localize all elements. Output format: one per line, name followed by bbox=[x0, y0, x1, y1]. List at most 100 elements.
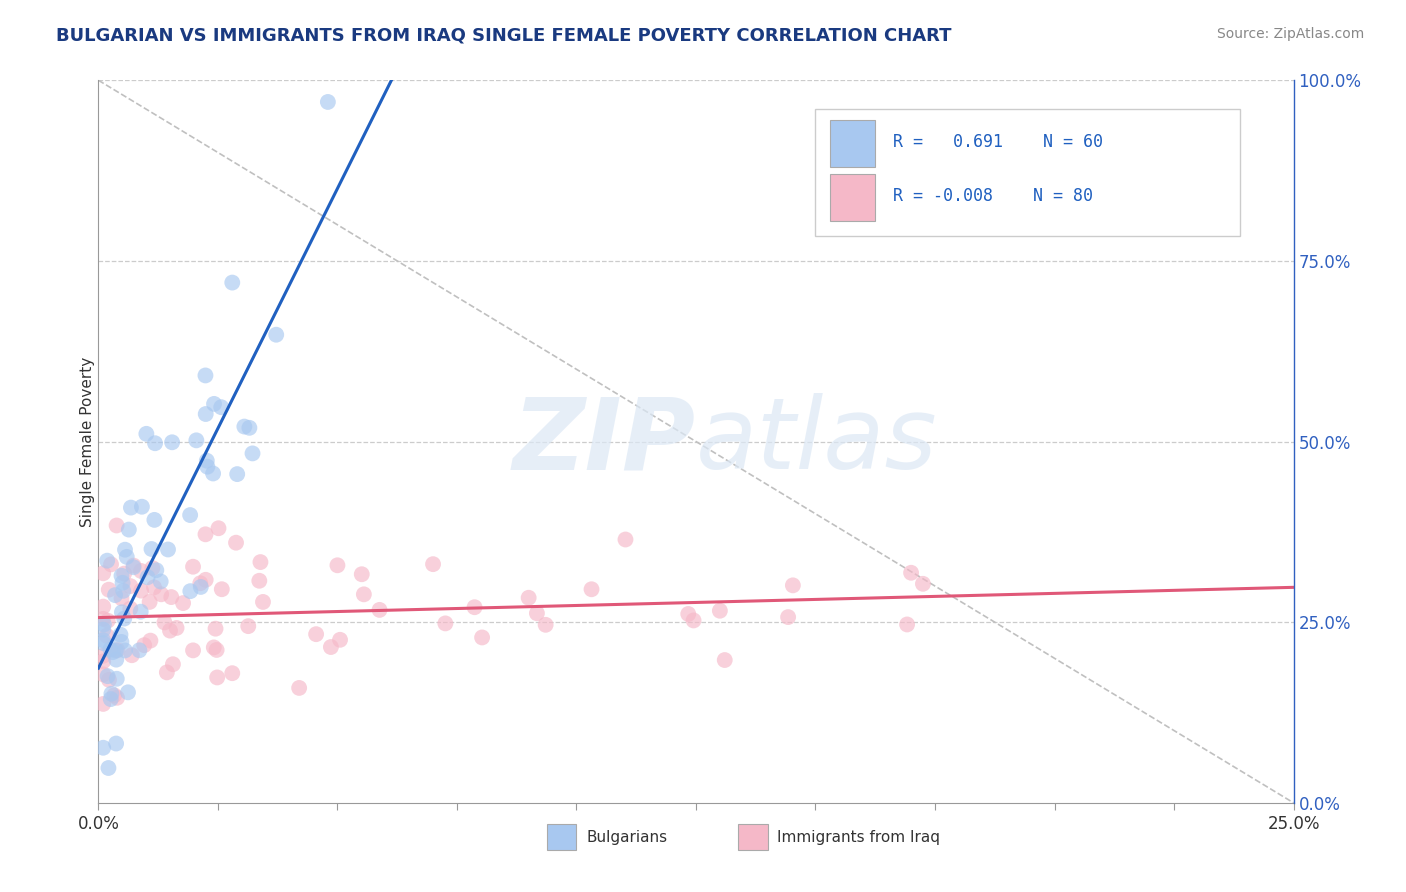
Point bbox=[204, 622, 226, 636]
Point bbox=[105, 672, 128, 686]
Point bbox=[194, 407, 217, 421]
Point bbox=[91, 740, 114, 755]
Point bbox=[221, 276, 243, 290]
Point bbox=[91, 599, 114, 614]
Point bbox=[195, 459, 218, 474]
Point bbox=[305, 627, 328, 641]
Point bbox=[145, 563, 167, 577]
Point bbox=[101, 645, 124, 659]
Point bbox=[221, 666, 243, 681]
Point bbox=[153, 615, 176, 630]
Point bbox=[319, 640, 342, 654]
Point bbox=[91, 612, 114, 626]
Point bbox=[105, 737, 128, 751]
Point bbox=[156, 542, 179, 557]
Point bbox=[179, 584, 201, 599]
Point bbox=[96, 554, 118, 568]
Point bbox=[471, 631, 494, 645]
Point bbox=[134, 638, 156, 652]
Point bbox=[422, 557, 444, 571]
Point bbox=[105, 690, 128, 705]
FancyBboxPatch shape bbox=[815, 109, 1240, 235]
Point bbox=[159, 624, 181, 638]
Point bbox=[238, 421, 260, 435]
Point bbox=[105, 653, 128, 667]
Point bbox=[91, 623, 114, 637]
Point bbox=[782, 578, 804, 592]
Point bbox=[136, 570, 159, 584]
Bar bbox=[830, 120, 876, 167]
Point bbox=[138, 595, 160, 609]
Point bbox=[160, 590, 183, 604]
Text: Source: ZipAtlas.com: Source: ZipAtlas.com bbox=[1216, 27, 1364, 41]
Point bbox=[900, 566, 922, 580]
Text: atlas: atlas bbox=[696, 393, 938, 490]
Point bbox=[350, 567, 373, 582]
Point bbox=[91, 667, 114, 681]
Point bbox=[122, 560, 145, 574]
Point bbox=[105, 643, 128, 657]
Point bbox=[205, 670, 228, 684]
Point bbox=[202, 640, 225, 655]
Point bbox=[129, 564, 152, 578]
Text: R =   0.691    N = 60: R = 0.691 N = 60 bbox=[893, 133, 1104, 151]
Point bbox=[581, 582, 603, 597]
Point bbox=[129, 583, 152, 598]
Point bbox=[114, 542, 136, 557]
Point bbox=[110, 627, 132, 641]
Point bbox=[195, 453, 218, 467]
Point bbox=[104, 588, 127, 602]
Bar bbox=[547, 824, 576, 850]
Point bbox=[143, 513, 166, 527]
Point bbox=[329, 632, 352, 647]
Point bbox=[162, 657, 184, 672]
Point bbox=[91, 636, 114, 650]
Text: BULGARIAN VS IMMIGRANTS FROM IRAQ SINGLE FEMALE POVERTY CORRELATION CHART: BULGARIAN VS IMMIGRANTS FROM IRAQ SINGLE… bbox=[56, 27, 952, 45]
Point bbox=[614, 533, 637, 547]
Point bbox=[91, 654, 114, 668]
Point bbox=[97, 669, 120, 683]
Point bbox=[202, 467, 225, 481]
Point bbox=[97, 582, 120, 597]
Point bbox=[264, 327, 287, 342]
Text: R = -0.008    N = 80: R = -0.008 N = 80 bbox=[893, 187, 1092, 205]
Point bbox=[160, 435, 183, 450]
Point bbox=[326, 558, 349, 573]
Point bbox=[100, 687, 122, 701]
Point bbox=[678, 607, 700, 621]
Point bbox=[368, 603, 391, 617]
Point bbox=[100, 642, 122, 657]
Point bbox=[911, 576, 934, 591]
Point bbox=[190, 580, 212, 594]
Point bbox=[98, 673, 121, 687]
Point bbox=[242, 446, 264, 460]
Point bbox=[100, 558, 122, 572]
Point bbox=[249, 555, 271, 569]
Point bbox=[202, 397, 225, 411]
Point bbox=[129, 605, 152, 619]
Point bbox=[149, 574, 172, 589]
Text: Bulgarians: Bulgarians bbox=[586, 830, 666, 845]
Point bbox=[93, 617, 115, 632]
Point bbox=[112, 611, 135, 625]
Point bbox=[517, 591, 540, 605]
Point bbox=[115, 549, 138, 564]
Point bbox=[97, 614, 120, 628]
Bar bbox=[830, 174, 876, 221]
Point bbox=[288, 681, 311, 695]
Point bbox=[186, 434, 208, 448]
Point bbox=[534, 617, 557, 632]
Point bbox=[105, 518, 128, 533]
Point bbox=[194, 368, 217, 383]
Point bbox=[238, 619, 260, 633]
Y-axis label: Single Female Poverty: Single Female Poverty bbox=[80, 357, 94, 526]
Point bbox=[464, 600, 486, 615]
Point bbox=[233, 419, 256, 434]
Point bbox=[121, 648, 143, 663]
Point bbox=[135, 426, 157, 441]
Point bbox=[778, 610, 800, 624]
Point bbox=[120, 500, 142, 515]
Point bbox=[96, 629, 118, 643]
Point bbox=[225, 535, 247, 549]
Point bbox=[526, 606, 548, 620]
